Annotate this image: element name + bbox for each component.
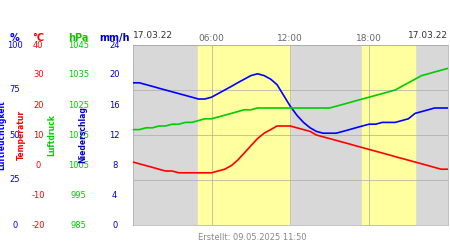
- Text: hPa: hPa: [68, 33, 89, 43]
- Text: 25: 25: [9, 176, 20, 184]
- Bar: [198, 45, 290, 225]
- Text: 1035: 1035: [68, 70, 89, 80]
- Text: 16: 16: [109, 100, 120, 110]
- Text: 30: 30: [33, 70, 44, 80]
- Text: 1005: 1005: [68, 160, 89, 170]
- Text: 17.03.22: 17.03.22: [408, 31, 448, 40]
- Text: -20: -20: [32, 220, 45, 230]
- Text: 8: 8: [112, 160, 117, 170]
- Text: 10: 10: [33, 130, 44, 140]
- Text: 0: 0: [112, 220, 117, 230]
- Text: Erstellt: 09.05.2025 11:50: Erstellt: 09.05.2025 11:50: [198, 234, 307, 242]
- Text: -10: -10: [32, 190, 45, 200]
- Text: 100: 100: [7, 40, 22, 50]
- Text: 40: 40: [33, 40, 44, 50]
- Text: 0: 0: [12, 220, 18, 230]
- Text: 20: 20: [109, 70, 120, 80]
- Text: 75: 75: [9, 86, 20, 94]
- Bar: [362, 45, 415, 225]
- Text: 995: 995: [71, 190, 86, 200]
- Text: 12: 12: [109, 130, 120, 140]
- Text: 06:00: 06:00: [198, 34, 225, 43]
- Text: 4: 4: [112, 190, 117, 200]
- Text: %: %: [10, 33, 20, 43]
- Text: Luftfeuchtigkeit: Luftfeuchtigkeit: [0, 100, 7, 170]
- Text: mm/h: mm/h: [99, 33, 130, 43]
- Text: 50: 50: [9, 130, 20, 140]
- Text: Temperatur: Temperatur: [17, 110, 26, 160]
- Text: Luftdruck: Luftdruck: [47, 114, 56, 156]
- Text: 1045: 1045: [68, 40, 89, 50]
- Text: 24: 24: [109, 40, 120, 50]
- Text: 12:00: 12:00: [277, 34, 303, 43]
- Text: 1025: 1025: [68, 100, 89, 110]
- Text: 20: 20: [33, 100, 44, 110]
- Text: °C: °C: [32, 33, 44, 43]
- Text: 1015: 1015: [68, 130, 89, 140]
- Text: 17.03.22: 17.03.22: [133, 31, 173, 40]
- Text: 18:00: 18:00: [356, 34, 382, 43]
- Text: 985: 985: [71, 220, 87, 230]
- Text: Niederschlag: Niederschlag: [79, 106, 88, 164]
- Text: 0: 0: [36, 160, 41, 170]
